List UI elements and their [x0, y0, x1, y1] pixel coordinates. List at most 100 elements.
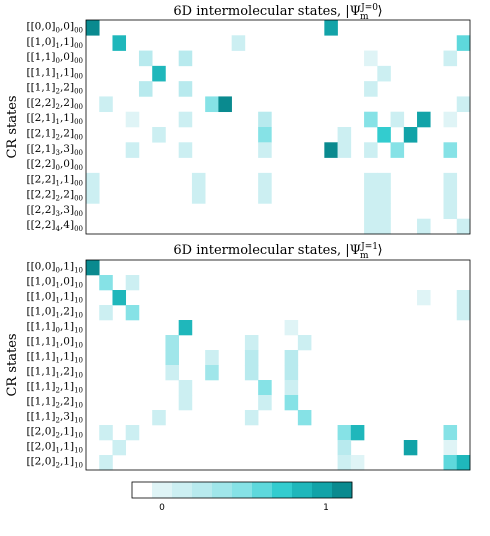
heatmap-cell [337, 425, 352, 441]
row-label: [[0,0]0,0]00 [26, 20, 83, 34]
panel-1-frame [85, 19, 471, 235]
colorbar-swatch [252, 482, 273, 498]
heatmap-cell [138, 50, 153, 67]
heatmap-cell [390, 142, 405, 158]
heatmap-cell [152, 65, 166, 82]
heatmap-cell [297, 335, 312, 351]
heatmap-cell [456, 305, 471, 321]
colorbar-swatch [132, 482, 153, 498]
heatmap-cell [205, 96, 219, 113]
heatmap-cell [125, 111, 140, 128]
heatmap-cell [152, 127, 166, 143]
heatmap-cell [337, 440, 352, 456]
heatmap-cell [244, 410, 259, 426]
colorbar-swatch [172, 482, 193, 498]
colorbar-max-label: 1 [323, 503, 329, 513]
heatmap-cell [284, 350, 299, 366]
heatmap-cell [364, 111, 378, 128]
row-label: [[2,2]1,1]00 [26, 173, 83, 187]
heatmap-cell [364, 203, 378, 220]
heatmap-cell [165, 350, 179, 366]
heatmap-cell [178, 395, 193, 411]
row-label: [[1,1]1,1]10 [26, 350, 83, 364]
row-label: [[0,0]0,1]10 [26, 260, 83, 274]
heatmap-cell [99, 455, 113, 471]
row-label: [[2,2]2,2]00 [26, 189, 83, 203]
row-label: [[1,1]0,1]10 [26, 320, 83, 334]
heatmap-cell [86, 20, 100, 36]
panel-1-title: 6D intermolecular states, |ΨJ=0 m ⟩ [173, 3, 382, 22]
heatmap-cell [244, 350, 259, 366]
heatmap-cell [86, 172, 100, 189]
heatmap-cell [443, 142, 458, 158]
heatmap-cell [364, 50, 378, 67]
heatmap-cell [456, 218, 471, 235]
heatmap-cell [456, 35, 471, 51]
heatmap-cell [417, 218, 431, 235]
heatmap-cell [244, 365, 259, 381]
heatmap-cell [284, 395, 299, 411]
colorbar-swatch [232, 482, 253, 498]
panel-2-frame [85, 259, 471, 471]
heatmap-cell [350, 425, 365, 441]
row-label: [[1,1]0,0]00 [26, 51, 83, 65]
heatmap-cell [337, 127, 352, 143]
heatmap-cell [258, 395, 272, 411]
heatmap-cell [99, 96, 113, 113]
heatmap-cell [125, 305, 140, 321]
heatmap-cell [99, 275, 113, 291]
heatmap-cell [377, 188, 391, 204]
heatmap-cell [178, 50, 193, 67]
heatmap-cell [218, 96, 232, 113]
colorbar-swatch [272, 482, 293, 498]
row-label: [[1,0]1,0]10 [26, 275, 83, 289]
row-label: [[2,2]4,4]00 [26, 219, 83, 233]
heatmap-cell [99, 425, 113, 441]
heatmap-cell [178, 142, 193, 158]
colorbar-swatch [152, 482, 173, 498]
heatmap-cell [417, 290, 431, 306]
colorbar-swatch [332, 482, 353, 498]
row-label: [[2,0]1,1]10 [26, 440, 83, 454]
heatmap-cell [350, 455, 365, 471]
heatmap-cell [364, 81, 378, 97]
heatmap-cell [417, 111, 431, 128]
heatmap-cell [443, 455, 458, 471]
heatmap-cell [456, 455, 471, 471]
row-label: [[1,0]1,1]10 [26, 290, 83, 304]
heatmap-cell [337, 455, 352, 471]
row-label: [[1,0]1,1]00 [26, 36, 83, 50]
colorbar-swatch [312, 482, 333, 498]
row-label: [[2,2]0,0]00 [26, 158, 83, 172]
heatmap-cell [284, 380, 299, 396]
heatmap-cell [125, 142, 140, 158]
colorbar-swatch [192, 482, 213, 498]
heatmap-cell [443, 188, 458, 204]
colorbar-swatch [212, 482, 233, 498]
heatmap-cell [324, 142, 338, 158]
heatmap-cell [377, 127, 391, 143]
row-label: [[2,1]3,3]00 [26, 143, 83, 157]
heatmap-cell [456, 290, 471, 306]
heatmap-cell [205, 365, 219, 381]
heatmap-cell [191, 188, 206, 204]
heatmap-cell [390, 111, 405, 128]
panel-2-title: 6D intermolecular states, |ΨJ=1 m ⟩ [173, 242, 382, 261]
heatmap-cell [443, 203, 458, 220]
row-label: [[2,2]2,2]00 [26, 97, 83, 111]
heatmap-cell [258, 188, 272, 204]
heatmap-cell [178, 320, 193, 336]
heatmap-cell [152, 410, 166, 426]
heatmap-cell [284, 320, 299, 336]
heatmap-cell [403, 440, 418, 456]
row-label: [[1,1]1,1]00 [26, 66, 83, 80]
row-label: [[2,1]1,1]00 [26, 112, 83, 126]
heatmap-cell [191, 172, 206, 189]
heatmap-cell [178, 111, 193, 128]
row-label: [[1,0]1,2]10 [26, 305, 83, 319]
heatmap-cell [258, 380, 272, 396]
heatmap-cell [125, 425, 140, 441]
heatmap-cell [112, 440, 127, 456]
colorbar-frame [131, 481, 353, 499]
